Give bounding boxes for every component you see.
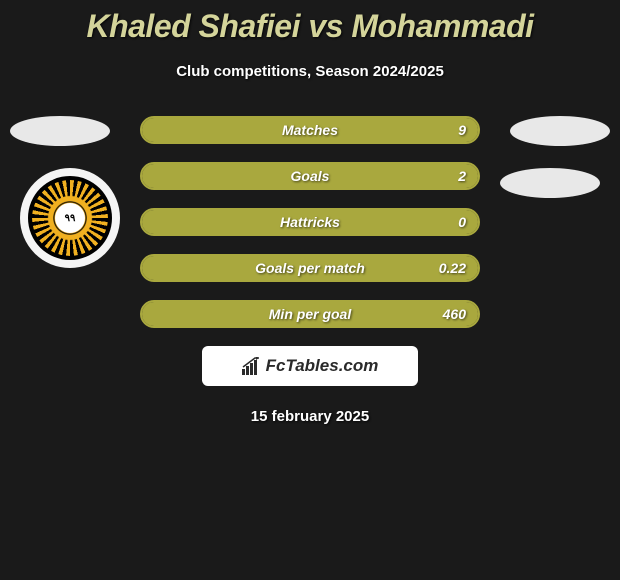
- stat-value: 0: [458, 214, 466, 230]
- stat-label: Min per goal: [269, 306, 351, 322]
- player2-avatar-placeholder: [510, 116, 610, 146]
- logo-text: FcTables.com: [266, 356, 379, 376]
- stat-value: 460: [443, 306, 466, 322]
- page-title: Khaled Shafiei vs Mohammadi: [0, 0, 620, 45]
- stats-container: Matches 9 Goals 2 Hattricks 0 Goals per match 0…: [140, 116, 480, 328]
- stat-label: Hattricks: [280, 214, 340, 230]
- date-text: 15 february 2025: [0, 408, 620, 425]
- stat-label: Matches: [282, 122, 338, 138]
- stat-bar: Matches 9: [140, 116, 480, 144]
- club-badge-icon: ٩٩: [28, 176, 112, 260]
- fctables-logo: FcTables.com: [202, 346, 418, 386]
- page-subtitle: Club competitions, Season 2024/2025: [0, 63, 620, 80]
- stat-label: Goals per match: [255, 260, 365, 276]
- stat-bar: Goals per match 0.22: [140, 254, 480, 282]
- player1-club-badge: ٩٩: [20, 168, 120, 268]
- player2-club-badge-placeholder: [500, 168, 600, 198]
- chart-icon: [242, 357, 262, 375]
- content-area: ٩٩ Matches 9 Goals 2 Hattricks 0 Goals per mat…: [0, 116, 620, 425]
- stat-value: 2: [458, 168, 466, 184]
- stat-bar: Min per goal 460: [140, 300, 480, 328]
- stat-bar: Goals 2: [140, 162, 480, 190]
- stat-value: 0.22: [439, 260, 466, 276]
- stat-label: Goals: [291, 168, 330, 184]
- stat-value: 9: [458, 122, 466, 138]
- stat-bar: Hattricks 0: [140, 208, 480, 236]
- player1-avatar-placeholder: [10, 116, 110, 146]
